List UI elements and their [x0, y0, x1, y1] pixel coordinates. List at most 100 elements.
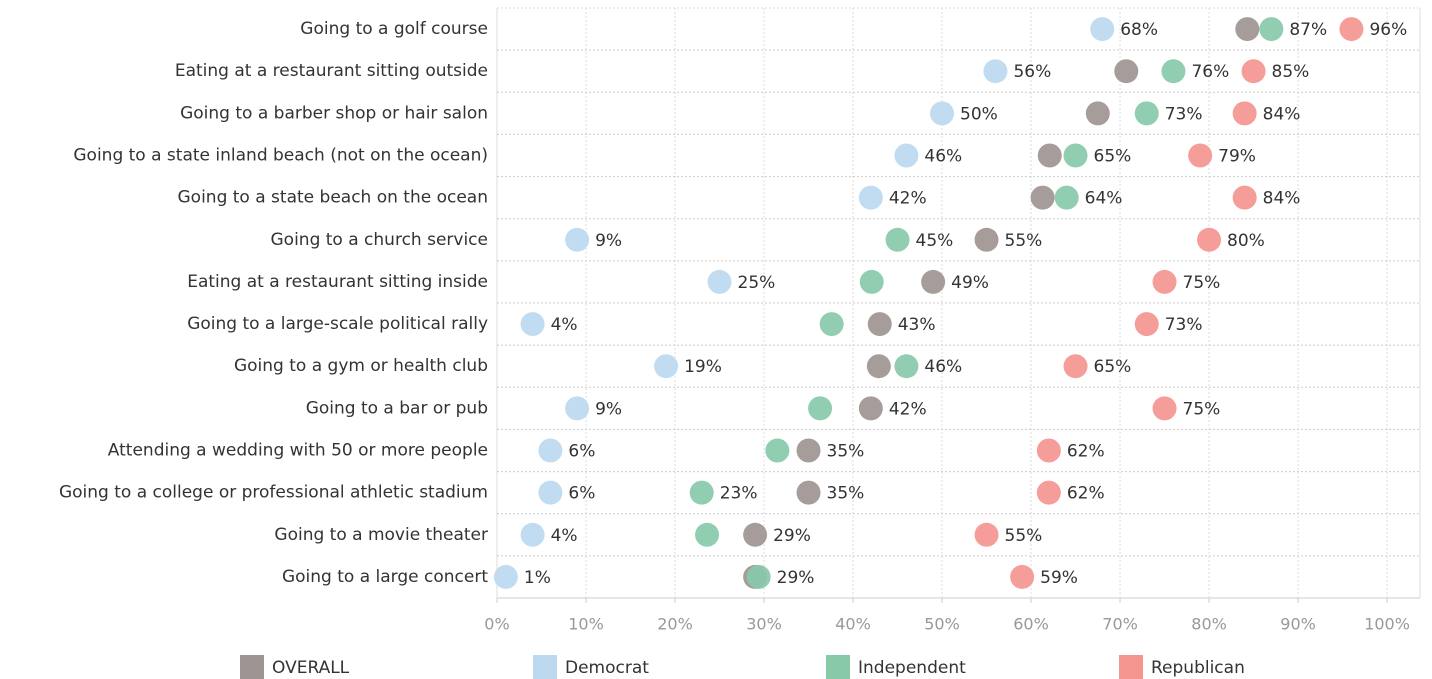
category-label: Going to a large concert [282, 567, 488, 587]
category-label: Attending a wedding with 50 or more peop… [108, 441, 488, 461]
category-label: Eating at a restaurant sitting outside [175, 61, 488, 81]
data-label: 56% [1013, 62, 1051, 82]
data-label: 87% [1289, 20, 1327, 40]
data-label: 42% [889, 189, 927, 209]
dot [983, 59, 1008, 84]
dot [1235, 17, 1260, 42]
dot [894, 143, 919, 168]
dot [1197, 227, 1222, 252]
data-label: 65% [1094, 147, 1132, 167]
dot [1152, 396, 1177, 421]
dot [858, 185, 883, 210]
data-label: 25% [738, 273, 776, 293]
legend-label: OVERALL [272, 658, 350, 678]
dot [796, 480, 821, 505]
data-label: 43% [898, 315, 936, 335]
x-tick-label: 100% [1364, 615, 1410, 634]
data-label: 73% [1165, 104, 1203, 124]
legend-label: Independent [858, 658, 966, 678]
x-tick-label: 90% [1280, 615, 1316, 634]
dot [894, 354, 919, 379]
dot [1188, 143, 1213, 168]
data-label: 85% [1272, 62, 1310, 82]
data-label: 35% [827, 442, 865, 462]
dot [1134, 101, 1159, 126]
dot [1085, 101, 1110, 126]
category-label: Going to a gym or health club [234, 356, 488, 376]
dot [885, 227, 910, 252]
data-label: 62% [1067, 442, 1105, 462]
dot [796, 438, 821, 463]
dot [538, 438, 563, 463]
category-label: Going to a golf course [300, 19, 488, 39]
x-tick-label: 60% [1013, 615, 1049, 634]
dot [930, 101, 955, 126]
data-label: 55% [1005, 231, 1043, 251]
data-label: 9% [595, 231, 622, 251]
dot [1036, 480, 1061, 505]
x-tick-label: 20% [657, 615, 693, 634]
data-label: 46% [924, 147, 962, 167]
category-label: Going to a state beach on the ocean [178, 188, 489, 208]
category-label: Going to a movie theater [274, 525, 488, 545]
dot [1259, 17, 1284, 42]
dot [1090, 17, 1115, 42]
dot [921, 269, 946, 294]
dot [1161, 59, 1186, 84]
category-label: Going to a barber shop or hair salon [180, 103, 488, 123]
dot [493, 564, 518, 589]
data-label: 29% [773, 526, 811, 546]
dot [1134, 312, 1159, 337]
dot [1030, 185, 1055, 210]
dot [1010, 564, 1035, 589]
dot [765, 438, 790, 463]
legend-swatch [826, 655, 850, 679]
legend-swatch [1119, 655, 1143, 679]
dot [1232, 101, 1257, 126]
data-label: 23% [720, 484, 758, 504]
dot [867, 312, 892, 337]
dot [858, 396, 883, 421]
data-label: 84% [1263, 189, 1301, 209]
dot [1232, 185, 1257, 210]
category-label: Going to a church service [271, 230, 489, 250]
dot [689, 480, 714, 505]
data-label: 75% [1183, 273, 1221, 293]
dot [743, 522, 768, 547]
category-label: Going to a bar or pub [306, 398, 488, 418]
data-label: 59% [1040, 568, 1078, 588]
data-label: 45% [916, 231, 954, 251]
dot [859, 269, 884, 294]
dot [1114, 59, 1139, 84]
dot [695, 522, 720, 547]
dot [1339, 17, 1364, 42]
dot [1063, 354, 1088, 379]
x-tick-label: 10% [568, 615, 604, 634]
data-label: 6% [568, 442, 595, 462]
dot [565, 227, 590, 252]
x-tick-label: 40% [835, 615, 871, 634]
dot [974, 522, 999, 547]
category-label: Going to a large-scale political rally [187, 314, 488, 334]
legend-swatch [240, 655, 264, 679]
legend-swatch [533, 655, 557, 679]
data-label: 29% [777, 568, 815, 588]
dot [1036, 438, 1061, 463]
dot [1063, 143, 1088, 168]
dot [1054, 185, 1079, 210]
data-label: 4% [551, 526, 578, 546]
data-label: 76% [1191, 62, 1229, 82]
data-label: 35% [827, 484, 865, 504]
data-label: 80% [1227, 231, 1265, 251]
dot [746, 564, 771, 589]
category-label: Going to a college or professional athle… [59, 483, 488, 503]
dot [1241, 59, 1266, 84]
category-label: Eating at a restaurant sitting inside [187, 272, 488, 292]
data-label: 42% [889, 399, 927, 419]
data-label: 84% [1263, 104, 1301, 124]
data-label: 96% [1369, 20, 1407, 40]
data-label: 6% [568, 484, 595, 504]
data-label: 19% [684, 357, 722, 377]
data-label: 64% [1085, 189, 1123, 209]
